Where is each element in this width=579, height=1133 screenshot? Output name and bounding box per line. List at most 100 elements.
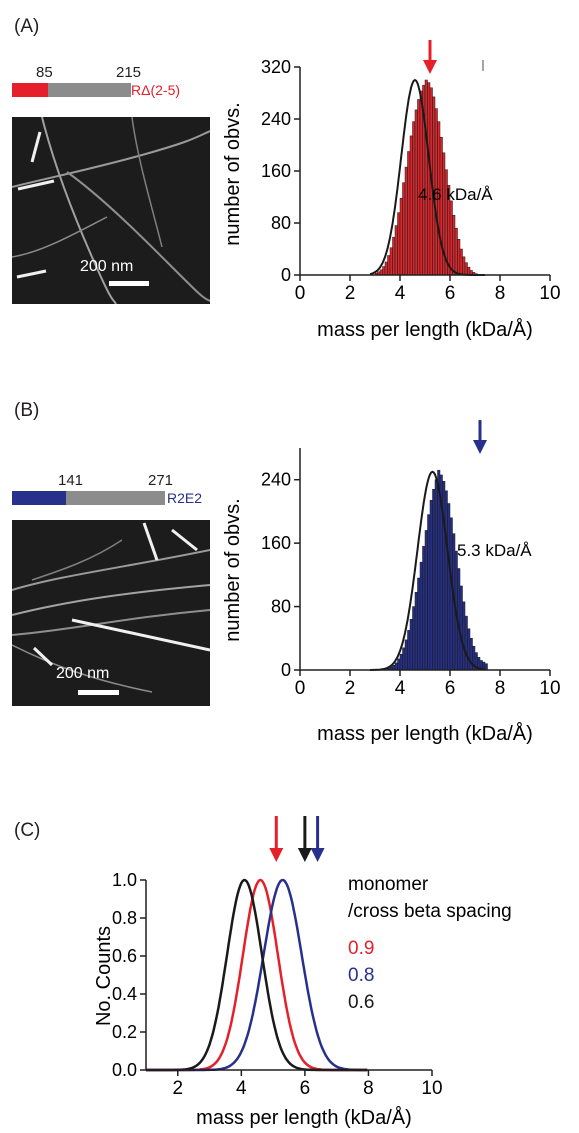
chart-a-bar bbox=[389, 247, 393, 276]
chart-a: 0 2 4 6 8 10 0 80 160 240 320 4.6 kDa/Å mass per l… bbox=[222, 40, 561, 341]
chart-c-arrow-head bbox=[310, 848, 325, 862]
micrograph-a: 200 nm bbox=[12, 117, 210, 304]
chart-c-legend: monomer/cross beta spacing 0.9 0.8 0.6 bbox=[348, 874, 512, 1013]
chart-b-y-tick-label: 240 bbox=[261, 470, 291, 490]
construct-a-end: 215 bbox=[116, 64, 142, 81]
chart-b-bar bbox=[427, 514, 431, 671]
chart-b-bar bbox=[464, 615, 468, 671]
chart-a-bar bbox=[452, 214, 456, 276]
chart-c-ylabel: No. Counts bbox=[93, 926, 115, 1026]
chart-b-bar bbox=[424, 530, 428, 671]
chart-a-bar bbox=[424, 79, 428, 276]
chart-b-xlabel: mass per length (kDa/Å) bbox=[317, 722, 533, 745]
chart-a-x-tick-label: 10 bbox=[539, 283, 560, 304]
chart-b-bar bbox=[444, 490, 448, 671]
chart-a-bar bbox=[454, 227, 458, 276]
chart-b-y-tick-label: 160 bbox=[261, 533, 291, 553]
chart-a-bar bbox=[392, 237, 396, 276]
chart-a-x-tick-label: 6 bbox=[445, 283, 456, 304]
chart-c-legend-entry: 0.6 bbox=[348, 992, 374, 1013]
chart-a-bar bbox=[449, 200, 453, 276]
chart-c-curve bbox=[146, 878, 368, 1072]
micrograph-b: 200 nm bbox=[12, 520, 210, 706]
chart-b-bar bbox=[459, 585, 463, 671]
construct-diagram-a: 85 215 RΔ(2-5) bbox=[12, 62, 212, 102]
chart-c-legend-entry: 0.8 bbox=[348, 965, 374, 986]
chart-b-x-tick-label: 8 bbox=[495, 678, 506, 699]
construct-a-gray-segment bbox=[48, 83, 131, 97]
chart-b-x-tick-label: 2 bbox=[345, 678, 356, 699]
chart-a-axes: 0 2 4 6 8 10 0 80 160 240 320 bbox=[261, 57, 561, 304]
chart-c-y-tick-label: 0.0 bbox=[112, 1060, 137, 1080]
chart-a-bar bbox=[462, 256, 466, 276]
construct-b-gray-segment bbox=[66, 491, 165, 505]
chart-a-bar bbox=[399, 198, 403, 276]
construct-a-name: RΔ(2-5) bbox=[131, 82, 181, 98]
chart-a-bar bbox=[467, 266, 471, 276]
chart-a-arrow bbox=[423, 40, 437, 74]
construct-b-name: R2E2 bbox=[167, 490, 203, 506]
chart-c-curve bbox=[146, 878, 368, 1072]
chart-c-arrow-head bbox=[297, 848, 312, 862]
chart-b-bar bbox=[447, 503, 451, 671]
chart-a-x-tick-label: 8 bbox=[495, 283, 506, 304]
chart-b-bar bbox=[449, 517, 453, 671]
chart-c-x-tick-label: 4 bbox=[236, 1078, 247, 1099]
chart-a-bar bbox=[382, 266, 386, 276]
chart-a-y-tick-label: 0 bbox=[281, 265, 291, 285]
chart-c-axes: 2 4 6 8 10 0.0 0.2 0.4 0.6 0.8 1.0 bbox=[112, 870, 443, 1099]
chart-c-x-tick-label: 2 bbox=[172, 1078, 183, 1099]
chart-b-bar bbox=[417, 577, 421, 671]
construct-b-colored-segment bbox=[12, 491, 66, 505]
chart-c-y-tick-label: 0.4 bbox=[112, 984, 137, 1004]
chart-a-bar bbox=[404, 166, 408, 276]
chart-b-bar bbox=[409, 619, 413, 671]
chart-c-y-tick-label: 0.6 bbox=[112, 946, 137, 966]
chart-b-bar bbox=[412, 606, 416, 671]
chart-c-x-tick-label: 10 bbox=[421, 1078, 442, 1099]
chart-a-bar bbox=[387, 255, 391, 276]
chart-b-bar bbox=[402, 647, 406, 671]
chart-b-x-tick-label: 4 bbox=[395, 678, 406, 699]
chart-c-xlabel: mass per length (kDa/Å) bbox=[196, 1106, 412, 1129]
chart-b-bar bbox=[399, 653, 403, 671]
chart-a-x-tick-label: 4 bbox=[395, 283, 406, 304]
chart-b-bar bbox=[404, 639, 408, 671]
chart-a-xlabel: mass per length (kDa/Å) bbox=[317, 318, 533, 341]
chart-c-x-tick-label: 8 bbox=[363, 1078, 374, 1099]
chart-b-ylabel: number of obvs. bbox=[222, 498, 244, 641]
construct-b-end: 271 bbox=[148, 472, 174, 489]
chart-c-y-tick-label: 0.8 bbox=[112, 908, 137, 928]
chart-b-bar bbox=[419, 561, 423, 671]
chart-b-bar bbox=[414, 592, 418, 671]
chart-a-bar bbox=[464, 262, 468, 276]
chart-b-annotation: 5.3 kDa/Å bbox=[457, 541, 532, 560]
chart-b-bar bbox=[394, 662, 398, 671]
chart-a-bar bbox=[457, 239, 461, 276]
micrograph-a-fibrils bbox=[12, 117, 210, 304]
chart-c-arrows bbox=[269, 816, 325, 862]
chart-a-x-tick-label: 0 bbox=[295, 283, 306, 304]
chart-c-x-tick-label: 6 bbox=[300, 1078, 311, 1099]
chart-c-arrow-head bbox=[269, 848, 284, 862]
chart-c-legend-entry: 0.9 bbox=[348, 938, 374, 959]
panel-c-label: (C) bbox=[14, 820, 41, 841]
chart-a-bar bbox=[384, 261, 388, 276]
chart-b-arrow-mark-head bbox=[473, 440, 487, 454]
panel-b-label: (B) bbox=[14, 400, 40, 421]
chart-b-axes: 0 2 4 6 8 10 0 80 160 240 bbox=[261, 448, 561, 699]
chart-a-y-tick-label: 160 bbox=[261, 161, 291, 181]
micrograph-b-fibrils bbox=[12, 522, 210, 695]
chart-b-bar bbox=[422, 546, 426, 671]
construct-b-start: 141 bbox=[58, 472, 84, 489]
construct-a-start: 85 bbox=[36, 64, 53, 81]
chart-b-y-tick-label: 0 bbox=[281, 660, 291, 680]
chart-b-bar bbox=[434, 479, 438, 671]
chart-b-bar bbox=[432, 488, 436, 671]
chart-c-curves bbox=[146, 878, 368, 1072]
chart-a-bar bbox=[459, 248, 463, 276]
scale-bar-a-label: 200 nm bbox=[80, 258, 134, 275]
chart-a-y-tick-label: 320 bbox=[261, 57, 291, 77]
chart-b-arrow bbox=[473, 420, 487, 454]
chart-c-y-tick-label: 1.0 bbox=[112, 870, 137, 890]
